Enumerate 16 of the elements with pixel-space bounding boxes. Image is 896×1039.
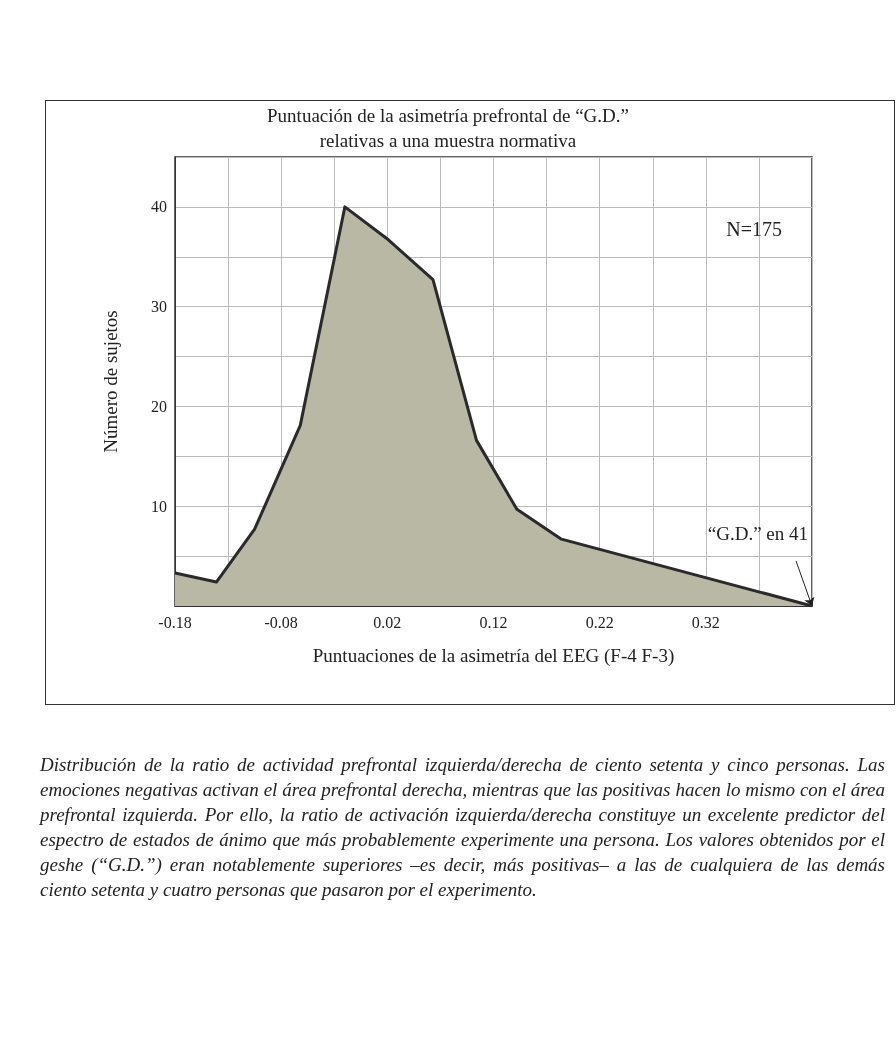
y-axis-title: Número de sujetos <box>100 310 121 453</box>
x-tick-label: -0.08 <box>264 613 298 631</box>
chart-title: Puntuación de la asimetría prefrontal de “G.D.” relativas a una muestra normativa <box>267 105 629 151</box>
y-tick-label: 30 <box>151 298 167 316</box>
y-tick-label: 10 <box>151 497 167 515</box>
x-tick-label: 0.22 <box>585 613 614 631</box>
annotation: “G.D.” en 41 <box>707 523 809 544</box>
text: Distribución de la ratio de actividad prefrontal izquierda/derecha de ciento setenta y cinco personas. Las emociones negativas activan el área prefrontal derecha, mientras que las positivas hacen lo mismo con el área prefrontal izquierda. Por ello, la ratio de activación izquierda/derecha constituye un excelente predictor del espectro de estados de ánimo que más probablemente experimente una persona. Los valores obtenidos por el geshe (“G.D.”) eran notablemente superiores –es decir, más positivas– a las de cualquiera de las demás ciento setenta y cuatro personas que pasaron por el experimento. <box>40 753 885 902</box>
x-tick-label: -0.18 <box>158 613 192 631</box>
y-tick-label: 20 <box>151 397 167 415</box>
annotation: N=175 <box>726 218 783 240</box>
x-tick-label: 0.12 <box>479 613 508 631</box>
x-tick-label: 0.02 <box>373 613 402 631</box>
x-tick-label: 0.32 <box>691 613 720 631</box>
x-axis-title: Puntuaciones de la asimetría del EEG (F-4 F-3) <box>312 645 675 667</box>
y-tick-label: 40 <box>151 198 167 216</box>
